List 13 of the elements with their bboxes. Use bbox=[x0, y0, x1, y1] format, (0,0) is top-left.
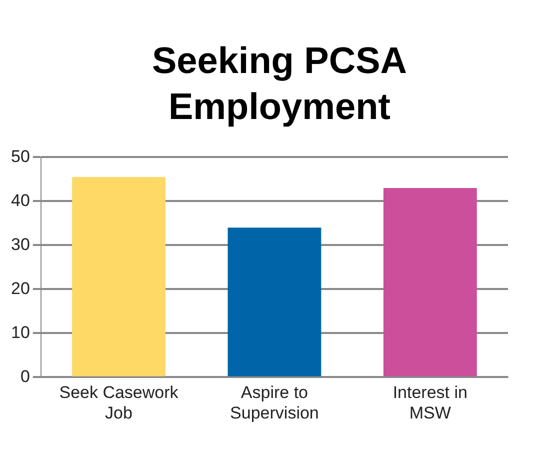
bar bbox=[383, 188, 477, 376]
x-tick-label: Seek Casework Job bbox=[59, 383, 179, 422]
chart-title: Seeking PCSA Employment bbox=[151, 39, 408, 129]
y-tick-label: 0 bbox=[20, 366, 30, 386]
y-tick-label: 50 bbox=[10, 146, 30, 166]
bar bbox=[228, 228, 322, 376]
x-tick-label: Aspire to Supervision bbox=[230, 383, 319, 422]
y-tick-label: 30 bbox=[10, 234, 30, 254]
y-tick-label: 20 bbox=[10, 278, 30, 298]
y-tick-label: 40 bbox=[10, 190, 30, 210]
bar bbox=[72, 177, 166, 376]
y-tick-label: 10 bbox=[10, 322, 30, 342]
x-tick-label: Interest in MSW bbox=[392, 383, 468, 422]
